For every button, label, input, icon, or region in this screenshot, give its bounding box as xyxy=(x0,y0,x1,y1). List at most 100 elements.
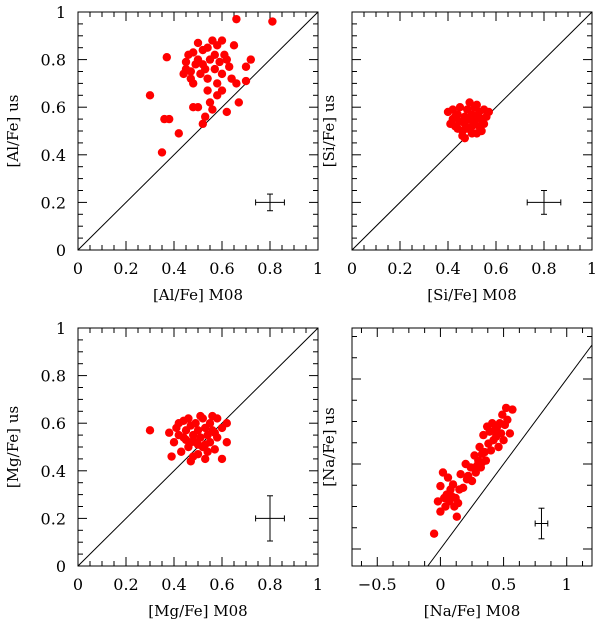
x-tick-label: 0.6 xyxy=(209,575,234,594)
y-axis-label: [Al/Fe] us xyxy=(4,95,22,168)
data-point xyxy=(466,463,475,472)
data-point xyxy=(201,454,210,464)
one-to-one-line xyxy=(77,11,319,251)
data-point xyxy=(210,50,219,60)
x-tick-label: 0 xyxy=(73,575,83,594)
data-point xyxy=(215,57,224,67)
y-axis-label: [Mg/Fe] us xyxy=(4,406,22,488)
data-point xyxy=(475,442,484,452)
data-point xyxy=(472,461,482,470)
data-point xyxy=(162,53,171,62)
data-point xyxy=(210,445,219,454)
data-point xyxy=(222,438,231,447)
chart-panel-1: 0 0.2 0.4 0.6 0.8 1 0 0.2 0.4 0.6 0.8 1 [Al/Fe] M08 [… xyxy=(4,3,323,304)
data-point xyxy=(453,124,462,133)
data-point xyxy=(186,74,195,83)
data-point xyxy=(486,446,496,455)
x-tick-label: 0.6 xyxy=(209,259,234,278)
data-point xyxy=(460,133,469,143)
data-point xyxy=(189,48,198,57)
y-tick-label: 0.6 xyxy=(41,414,66,433)
data-point xyxy=(479,430,488,440)
data-point xyxy=(505,429,515,438)
y-axis-label: [Na/Fe] us xyxy=(320,407,338,486)
data-point xyxy=(217,36,227,45)
data-point xyxy=(217,454,227,464)
data-point xyxy=(234,98,243,107)
data-point xyxy=(467,129,477,138)
y-tick-label: 0.2 xyxy=(41,509,66,528)
y-tick-label: 0.8 xyxy=(41,51,66,70)
data-point xyxy=(455,485,464,494)
data-point xyxy=(196,411,205,421)
x-tick-label: 1 xyxy=(313,575,323,594)
data-point xyxy=(210,428,219,437)
data-point xyxy=(496,429,506,438)
data-point xyxy=(448,105,457,114)
x-tick-label: −0.5 xyxy=(358,575,397,594)
data-point xyxy=(189,103,198,112)
data-point xyxy=(165,428,174,437)
data-point xyxy=(448,480,458,489)
data-point xyxy=(443,473,453,482)
data-point xyxy=(268,17,277,26)
x-tick-label: 0.4 xyxy=(161,575,186,594)
data-point xyxy=(179,433,188,442)
y-tick-label: 0.8 xyxy=(41,367,66,386)
data-point xyxy=(225,62,234,71)
x-tick-label: 0.4 xyxy=(161,259,186,278)
x-axis-label: [Na/Fe] M08 xyxy=(424,602,521,620)
data-point xyxy=(246,55,255,64)
x-tick-label: 0.2 xyxy=(387,259,412,278)
x-tick-label: 0.6 xyxy=(483,259,508,278)
chart-panel-2: 0 0.2 0.4 0.6 0.8 1 [Si/Fe] M08 [Si/Fe] us xyxy=(320,11,597,304)
data-point xyxy=(446,119,455,129)
data-point xyxy=(213,79,222,88)
data-point xyxy=(177,447,186,456)
data-point xyxy=(181,57,191,67)
plot-frame xyxy=(351,327,593,567)
data-point xyxy=(494,442,503,452)
data-point xyxy=(174,129,183,138)
data-point xyxy=(191,419,200,428)
data-point xyxy=(508,405,517,414)
data-point xyxy=(456,470,465,479)
chart-panel-3: 0 0.2 0.4 0.6 0.8 1 0 0.2 0.4 0.6 0.8 1 [Mg/Fe] M08 [… xyxy=(4,319,323,620)
y-tick-label: 0 xyxy=(56,241,66,260)
data-point xyxy=(501,403,511,413)
data-point xyxy=(503,415,512,424)
x-tick-label: 0.8 xyxy=(257,575,282,594)
x-tick-label: 0.4 xyxy=(435,259,460,278)
data-point xyxy=(241,62,251,71)
data-point xyxy=(217,86,227,95)
data-point xyxy=(186,67,195,76)
data-point xyxy=(186,438,195,447)
data-point xyxy=(433,497,443,506)
x-tick-label: 0 xyxy=(435,575,445,594)
x-tick-label: 0.8 xyxy=(257,259,282,278)
data-point xyxy=(205,419,215,428)
data-point xyxy=(203,447,212,456)
data-point xyxy=(462,475,472,484)
data-point xyxy=(455,103,465,112)
y-tick-label: 1 xyxy=(56,3,66,22)
one-to-one-line xyxy=(427,344,593,567)
data-point xyxy=(165,114,174,124)
data-point xyxy=(429,529,439,538)
data-point xyxy=(189,452,198,461)
data-point xyxy=(222,107,231,117)
data-point xyxy=(498,410,507,419)
data-point xyxy=(229,41,239,50)
x-tick-label: 0.2 xyxy=(113,575,138,594)
chart-panel-4: −0.5 0 0.5 1 [Na/Fe] M08 [Na/Fe] us xyxy=(320,327,593,620)
data-point xyxy=(465,98,474,107)
data-point xyxy=(167,452,176,461)
y-tick-label: 0.4 xyxy=(41,146,66,165)
data-point xyxy=(232,79,241,88)
data-point xyxy=(203,74,212,83)
data-point xyxy=(451,112,460,121)
data-point xyxy=(184,414,193,423)
x-axis-label: [Si/Fe] M08 xyxy=(427,286,517,304)
data-point xyxy=(179,69,188,79)
